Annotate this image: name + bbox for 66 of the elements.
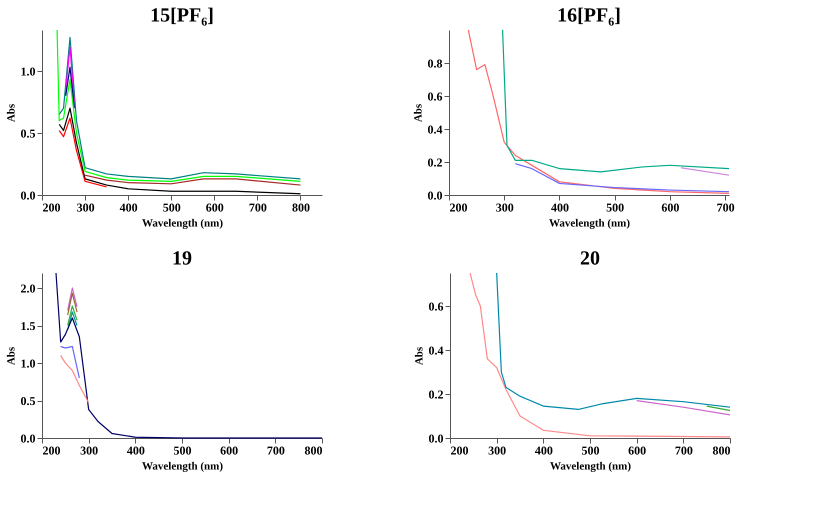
y-tick-label: 0.2: [428, 388, 444, 402]
chart-title: 19: [172, 247, 192, 270]
x-tick-label: 800: [712, 444, 730, 458]
x-tick-label: 500: [606, 200, 624, 214]
x-tick-label: 600: [661, 200, 680, 214]
chart-title: 15[PF₆]: [150, 4, 214, 26]
line-series: [58, 108, 302, 194]
x-tick-label: 500: [174, 444, 192, 458]
y-tick-label: 0.0: [428, 432, 444, 446]
line-series: [469, 272, 731, 438]
y-tick-label: 0.5: [20, 394, 36, 408]
x-tick-label: 700: [716, 200, 735, 214]
x-tick-label: 700: [248, 200, 267, 214]
y-tick-label: 0.0: [20, 432, 36, 446]
x-axis-title: Wavelength (nm): [142, 218, 224, 230]
x-tick-label: 600: [220, 444, 238, 458]
x-axis-title: Wavelength (nm): [549, 218, 630, 230]
y-tick-label: 0.0: [20, 188, 36, 202]
y-axis-title: Abs: [6, 346, 18, 366]
x-tick-label: 300: [80, 444, 98, 458]
x-tick-label: 200: [42, 200, 60, 214]
x-tick-label: 300: [488, 444, 506, 458]
x-tick-label: 800: [292, 200, 310, 214]
y-tick-label: 1.5: [20, 319, 36, 333]
line-series: [84, 174, 302, 186]
x-tick-label: 700: [674, 444, 693, 458]
y-tick-label: 1.0: [20, 356, 36, 370]
line-series: [502, 29, 730, 172]
y-tick-label: 0.6: [428, 300, 444, 314]
x-axis-title: Wavelength (nm): [142, 460, 224, 472]
x-tick-label: 200: [450, 444, 468, 458]
y-tick-label: 0.8: [428, 56, 442, 70]
y-axis-title: Abs: [6, 103, 18, 122]
x-tick-label: 500: [582, 444, 600, 458]
x-tick-label: 600: [206, 200, 224, 214]
line-series: [496, 272, 731, 410]
x-tick-label: 300: [76, 200, 95, 214]
x-tick-label: 800: [304, 444, 322, 458]
y-tick-label: 0.4: [428, 344, 444, 358]
line-series: [60, 354, 90, 404]
x-tick-label: 200: [450, 200, 468, 214]
y-tick-label: 0.4: [428, 122, 442, 136]
x-tick-label: 600: [628, 444, 646, 458]
line-series: [58, 117, 108, 188]
y-axis-title: Abs: [414, 346, 426, 366]
x-tick-label: 200: [42, 444, 60, 458]
chart-title: 20: [580, 247, 600, 270]
x-axis-title: Wavelength (nm): [550, 460, 632, 472]
line-series: [514, 163, 730, 192]
line-series: [468, 29, 730, 194]
y-axis-title: Abs: [412, 103, 424, 122]
y-tick-label: 1.0: [20, 64, 36, 78]
y-tick-label: 0.5: [20, 126, 36, 140]
y-tick-label: 0.0: [428, 188, 442, 202]
x-tick-label: 400: [534, 444, 553, 458]
y-tick-label: 2.0: [20, 282, 36, 296]
y-tick-label: 0.2: [428, 156, 442, 170]
x-tick-label: 500: [162, 200, 181, 214]
line-series: [55, 272, 323, 439]
x-tick-label: 400: [550, 200, 569, 214]
x-tick-label: 400: [126, 444, 145, 458]
chart-title: 16[PF₆]: [557, 4, 621, 26]
x-tick-label: 700: [266, 444, 285, 458]
x-tick-label: 400: [120, 200, 138, 214]
x-tick-label: 300: [496, 200, 514, 214]
y-tick-label: 0.6: [428, 90, 442, 104]
